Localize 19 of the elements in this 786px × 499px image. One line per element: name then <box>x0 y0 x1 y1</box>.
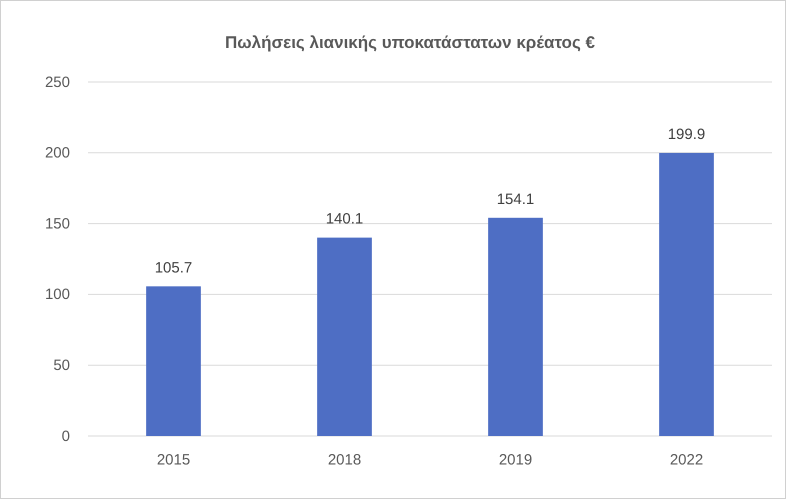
y-tick-label: 100 <box>44 286 70 304</box>
y-tick-label: 50 <box>53 357 70 374</box>
x-tick-label: 2015 <box>156 452 190 469</box>
data-label: 140.1 <box>326 210 364 228</box>
bar <box>317 238 372 436</box>
y-tick-label: 250 <box>44 74 70 91</box>
bar <box>659 152 714 436</box>
x-tick-label: 2022 <box>670 452 704 469</box>
data-label: 154.1 <box>496 190 534 208</box>
x-tick-label: 2019 <box>498 452 532 469</box>
bar <box>488 218 543 436</box>
y-tick-label: 150 <box>44 215 70 232</box>
bar <box>146 286 201 436</box>
data-label: 199.9 <box>668 126 706 143</box>
y-tick-label: 0 <box>62 428 70 445</box>
x-tick-label: 2018 <box>328 452 362 469</box>
chart-title: Πωλήσεις λιανικής υποκατάστατων κρέατος € <box>225 33 596 52</box>
data-label: 105.7 <box>154 259 192 276</box>
y-tick-label: 200 <box>44 144 70 162</box>
